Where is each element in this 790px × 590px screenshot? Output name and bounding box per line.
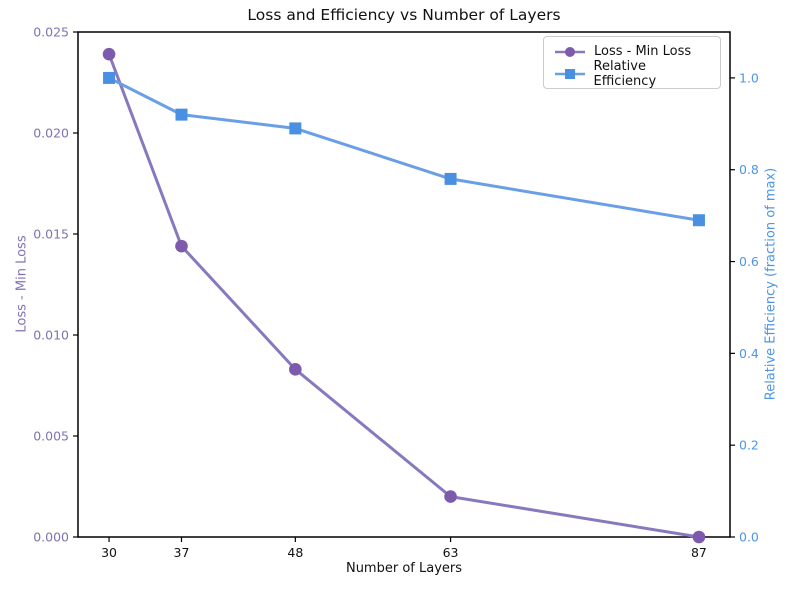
right-y-axis-label: Relative Efficiency (fraction of max) bbox=[763, 167, 779, 401]
legend: Loss - Min Loss Relative Efficiency bbox=[543, 36, 721, 89]
data-point-circle bbox=[175, 239, 188, 253]
left-y-tick-label: 0.015 bbox=[33, 227, 69, 242]
right-y-tick-label: 0.2 bbox=[739, 438, 759, 453]
right-y-tick-label: 0.6 bbox=[739, 254, 759, 269]
legend-entry-loss: Loss - Min Loss bbox=[553, 42, 711, 61]
x-tick-label: 87 bbox=[691, 545, 707, 560]
right-y-tick-label: 1.0 bbox=[739, 70, 759, 85]
data-point-square bbox=[175, 108, 188, 121]
x-axis-label: Number of Layers bbox=[345, 561, 463, 576]
legend-entry-efficiency: Relative Efficiency bbox=[553, 59, 711, 89]
data-point-circle bbox=[102, 47, 116, 61]
legend-label-efficiency: Relative Efficiency bbox=[593, 58, 657, 89]
right-y-tick-label: 0.4 bbox=[739, 346, 759, 361]
chart-title: Loss and Efficiency vs Number of Layers bbox=[247, 6, 561, 24]
right-y-tick-label: 0.8 bbox=[739, 162, 759, 177]
data-point-circle bbox=[444, 490, 457, 503]
x-tick-label: 37 bbox=[174, 545, 190, 560]
series-line-circle bbox=[107, 52, 701, 539]
left-y-tick-label: 0.000 bbox=[33, 530, 69, 545]
legend-label-loss: Loss - Min Loss bbox=[594, 44, 692, 59]
data-point-square bbox=[289, 122, 302, 135]
data-point-square bbox=[444, 172, 457, 185]
data-point-square bbox=[103, 71, 116, 84]
x-tick-label: 30 bbox=[101, 545, 117, 560]
data-point-circle bbox=[692, 530, 706, 544]
legend-circle-marker-icon bbox=[565, 46, 575, 57]
legend-sample-efficiency bbox=[555, 68, 585, 79]
left-y-axis-label: Loss - Min Loss bbox=[14, 235, 30, 333]
left-y-tick-label: 0.010 bbox=[33, 328, 69, 343]
x-tick-label: 63 bbox=[443, 545, 459, 560]
data-point-circle bbox=[289, 363, 302, 376]
axes-frame bbox=[77, 31, 731, 538]
x-tick-label: 48 bbox=[287, 545, 303, 560]
series-line-square bbox=[107, 76, 701, 222]
right-y-tick-label: 0.0 bbox=[739, 530, 759, 545]
left-y-tick-label: 0.020 bbox=[33, 126, 69, 141]
legend-sample-loss bbox=[555, 46, 585, 57]
left-y-tick-label: 0.005 bbox=[33, 429, 69, 444]
left-y-tick-label: 0.025 bbox=[33, 25, 69, 40]
data-point-square bbox=[692, 214, 705, 227]
legend-square-marker-icon bbox=[565, 68, 575, 79]
